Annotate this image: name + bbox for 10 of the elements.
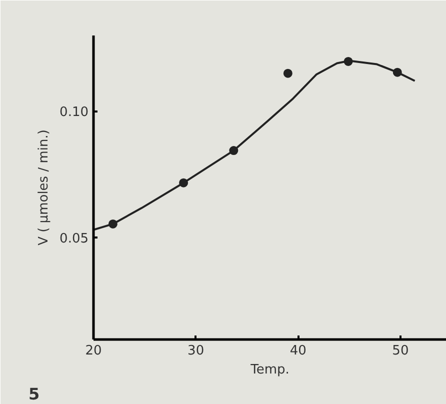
text: 5 — [28, 384, 40, 404]
x-axis-title: Temp. — [250, 362, 290, 378]
x-tick-label: 40 — [290, 344, 306, 358]
point — [283, 68, 292, 78]
y-axis-title: V ( μmoles / min.) — [36, 130, 52, 246]
y-tick-label: 0.10 — [60, 105, 89, 120]
x-tick-label: 20 — [85, 344, 102, 358]
y-tick-label: 0.05 — [60, 231, 89, 246]
x-tick-label: 30 — [188, 344, 204, 358]
x-tick-label: 50 — [392, 344, 409, 358]
